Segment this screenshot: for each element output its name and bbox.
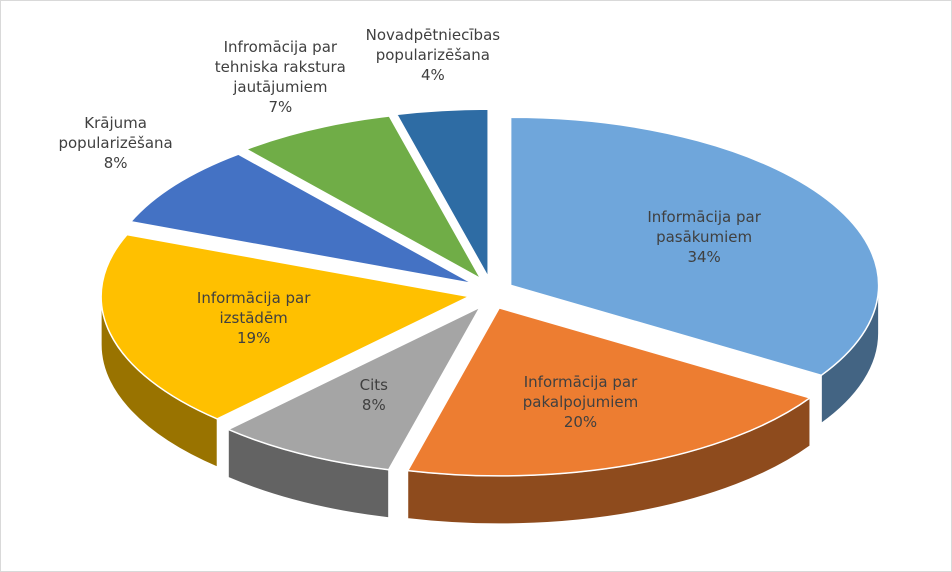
data-label: Cits 8%: [299, 375, 449, 415]
slice-top: [244, 115, 483, 281]
value-label: 4%: [420, 66, 445, 85]
category-label: Informācija par izstādēm: [196, 289, 311, 328]
data-label: Novadpētniecības popularizēšana 4%: [358, 25, 508, 85]
value-label: 20%: [563, 412, 598, 431]
slice-top: [226, 305, 483, 471]
value-label: 8%: [361, 396, 386, 415]
slice-top: [129, 153, 474, 285]
category-label: Infromācija par tehniska rakstura jautāj…: [214, 38, 346, 97]
slice-top: [395, 108, 489, 280]
slice-sides: [100, 285, 880, 525]
slice-top: [509, 116, 880, 377]
value-label: 8%: [103, 154, 128, 173]
category-label: Cits: [359, 376, 388, 395]
category-label: Informācija par pasākumiem: [647, 207, 761, 246]
data-label: Informācija par pasākumiem 34%: [629, 207, 779, 267]
slice-top: [406, 306, 812, 477]
value-label: 34%: [687, 247, 721, 266]
data-label: Informācija par pakalpojumiem 20%: [506, 372, 656, 432]
slice-top: [100, 233, 472, 420]
slice-tops: [100, 108, 880, 477]
category-label: Informācija par pakalpojumiem: [522, 372, 639, 411]
data-label: Infromācija par tehniska rakstura jautāj…: [205, 37, 355, 117]
value-label: 7%: [268, 98, 293, 117]
category-label: Novadpētniecības popularizēšana: [365, 26, 501, 65]
category-label: Krājuma popularizēšana: [58, 114, 173, 153]
data-label: Krājuma popularizēšana 8%: [41, 113, 191, 173]
value-label: 19%: [236, 329, 271, 348]
data-label: Informācija par izstādēm 19%: [179, 288, 329, 348]
